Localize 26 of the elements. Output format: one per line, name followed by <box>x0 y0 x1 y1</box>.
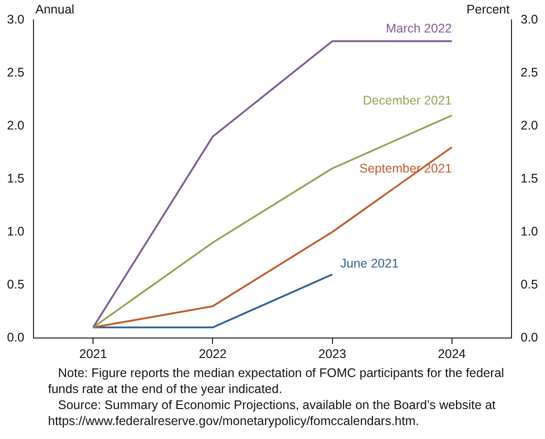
y-tick-label: 3.0 <box>6 12 24 26</box>
y2-tick-label: 1.5 <box>520 171 538 186</box>
source-note: Source: Summary of Economic Projections, available on the Board’s website at https://www.federalreserve.gov/monetarypolicy/fomccalendars.htm. <box>48 397 496 429</box>
y2-tick-label: 2.0 <box>520 118 538 132</box>
y-tick-label: 0.0 <box>6 330 24 344</box>
series-label: June 2021 <box>340 256 399 271</box>
y2-tick-label: 0.0 <box>520 330 538 344</box>
y-axis-title: Annual <box>35 2 74 17</box>
y-tick-label: 1.5 <box>6 171 24 186</box>
y2-tick-label: 2.5 <box>520 65 538 80</box>
x-tick-label: 2023 <box>318 346 346 361</box>
series-label: September 2021 <box>359 161 452 176</box>
text: Note: Figure reports the median expectation of FOMC participants for the federal funds rate at the end of the year indicated. <box>48 365 506 397</box>
x-tick-label: 2021 <box>79 346 108 361</box>
y2-axis-title: Percent <box>466 2 510 17</box>
series-label: December 2021 <box>362 94 452 108</box>
y2-tick-label: 3.0 <box>520 12 538 26</box>
y2-tick-label: 0.5 <box>520 277 538 292</box>
y-tick-label: 2.0 <box>6 118 24 132</box>
series-label: March 2022 <box>386 21 452 36</box>
y-tick-label: 1.0 <box>6 224 24 238</box>
y2-tick-label: 1.0 <box>520 224 538 238</box>
x-tick-label: 2022 <box>198 346 227 361</box>
x-tick-label: 2024 <box>438 346 466 361</box>
y-tick-label: 0.5 <box>6 277 24 292</box>
y-tick-label: 2.5 <box>6 65 24 80</box>
